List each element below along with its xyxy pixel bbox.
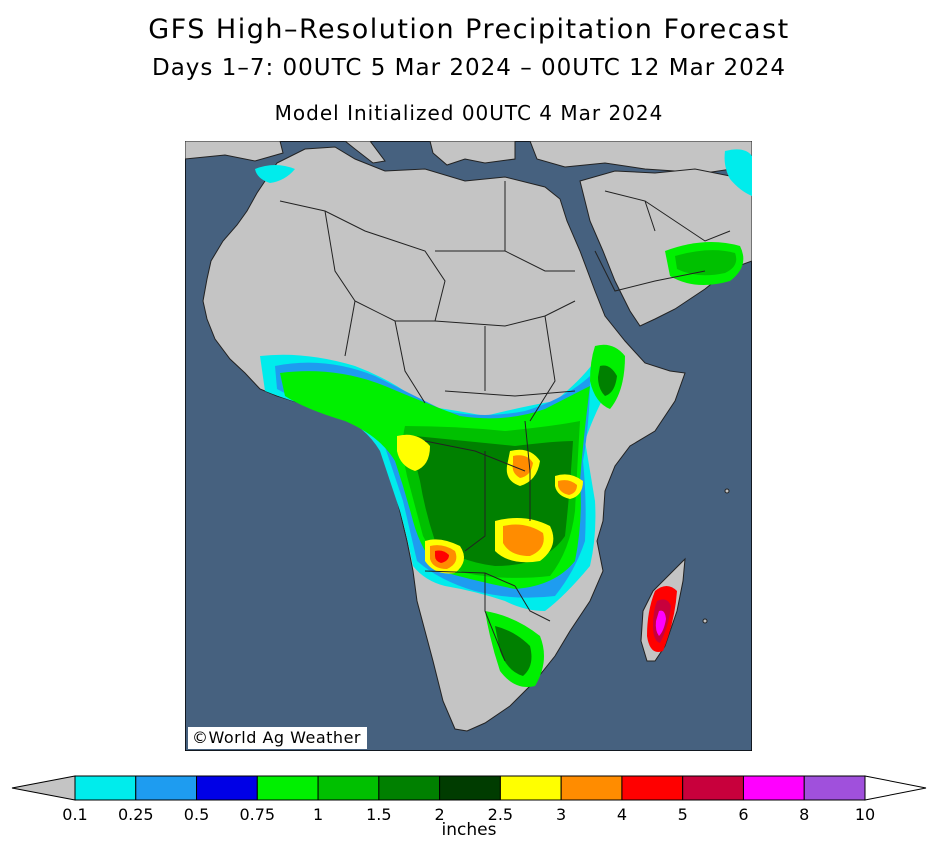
balkans-land [429, 141, 516, 166]
legend-tick-label: 0.25 [118, 805, 154, 824]
island-2 [724, 488, 730, 494]
legend-box-10 [682, 775, 744, 801]
legend-tick-label: 0.1 [62, 805, 87, 824]
legend-tick-label: 4 [617, 805, 627, 824]
model-init-time: Model Initialized 00UTC 4 Mar 2024 [274, 101, 664, 125]
legend-tick-label: 0.5 [184, 805, 209, 824]
legend-color-boxes [11, 775, 927, 801]
legend-tick-label: 6 [738, 805, 748, 824]
legend-box-12 [803, 775, 866, 801]
legend-box-7 [499, 775, 562, 801]
map-title: GFS High–Resolution Precipitation Foreca… [148, 14, 790, 45]
legend-over-arrow [864, 775, 927, 801]
legend-box-3 [256, 775, 319, 801]
precipitation-shading [255, 149, 752, 687]
legend-box-2 [196, 775, 258, 801]
legend-box-8 [560, 775, 623, 801]
credit-label: ©World Ag Weather [188, 727, 367, 749]
legend-under-arrow [11, 775, 76, 801]
legend-tick-label: 0.75 [239, 805, 275, 824]
legend-units: inches [441, 820, 497, 840]
italy-land [344, 141, 386, 164]
precipitation-map [185, 141, 752, 751]
legend-tick-label: 8 [799, 805, 809, 824]
forecast-period: Days 1–7: 00UTC 5 Mar 2024 – 00UTC 12 Ma… [151, 55, 786, 81]
turkey-land [529, 141, 752, 174]
legend-box-5 [378, 775, 441, 801]
iberia-land [185, 141, 284, 162]
legend-tick-label: 2 [435, 805, 445, 824]
legend-box-11 [742, 775, 805, 801]
legend-box-0 [74, 775, 137, 801]
legend-box-1 [135, 775, 198, 801]
island-1 [702, 618, 708, 624]
legend-tick-label: 1 [313, 805, 323, 824]
legend-tick-label: 2.5 [488, 805, 513, 824]
legend-tick-label: 3 [556, 805, 566, 824]
legend-box-9 [621, 775, 684, 801]
legend-tick-label: 10 [855, 805, 875, 824]
arabia-land [579, 168, 752, 327]
country-borders [279, 181, 731, 662]
legend-tick-label: 1.5 [366, 805, 391, 824]
legend-box-4 [317, 775, 380, 801]
legend-tick-labels: 0.1 0.25 0.5 0.75 1 1.5 2 2.5 3 4 5 6 8 10 [62, 805, 875, 824]
precip-color-legend: 0.1 0.25 0.5 0.75 1 1.5 2 2.5 3 4 5 6 8 10 [11, 775, 927, 824]
legend-tick-label: 5 [678, 805, 688, 824]
legend-box-6 [439, 775, 501, 801]
